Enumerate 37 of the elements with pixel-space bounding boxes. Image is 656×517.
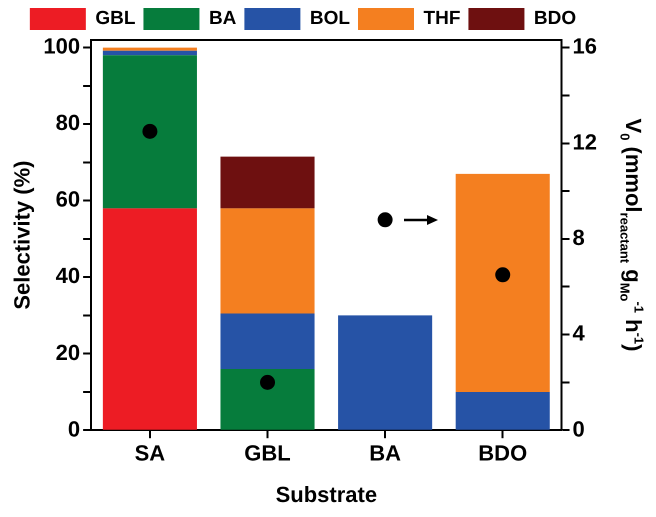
- bar: [102, 208, 197, 430]
- x-tick-label: GBL: [244, 440, 291, 466]
- y-tick-label: 80: [56, 110, 80, 136]
- y-tick-label: 60: [56, 186, 80, 212]
- y-tick-label: 20: [56, 340, 80, 365]
- y-axis-title: Selectivity (%): [9, 160, 34, 310]
- y2-tick-label: 16: [572, 34, 598, 59]
- y2-tick-label: 8: [572, 224, 585, 250]
- legend-label: BDO: [534, 8, 576, 30]
- point: [378, 212, 393, 228]
- x-tick-label: SA: [134, 440, 166, 466]
- legend-label: BOL: [310, 8, 350, 30]
- bar: [102, 50, 197, 56]
- y-tick-label: 40: [56, 263, 80, 288]
- x-tick-label: BA: [369, 440, 402, 466]
- point: [260, 374, 276, 390]
- point: [142, 124, 158, 139]
- legend-label: BA: [208, 8, 237, 30]
- bar: [220, 156, 315, 208]
- y-tick-label: 0: [68, 416, 80, 442]
- y2-tick-label: 0: [572, 416, 585, 442]
- bar: [456, 174, 550, 392]
- y2-tick-label: 12: [572, 129, 598, 154]
- bar: [220, 208, 315, 314]
- bar: [220, 314, 315, 369]
- point: [495, 267, 510, 282]
- bar: [338, 315, 432, 430]
- bar: [102, 55, 197, 208]
- x-tick-label: BDO: [478, 440, 528, 466]
- bar: [456, 392, 550, 430]
- bar: [220, 368, 315, 430]
- legend-label: THF: [424, 8, 460, 30]
- y-tick-label: 100: [43, 34, 80, 59]
- y2-tick-label: 4: [572, 320, 586, 346]
- x-axis-title: Substrate: [276, 482, 378, 507]
- legend-label: GBL: [95, 8, 136, 30]
- bar: [102, 48, 197, 51]
